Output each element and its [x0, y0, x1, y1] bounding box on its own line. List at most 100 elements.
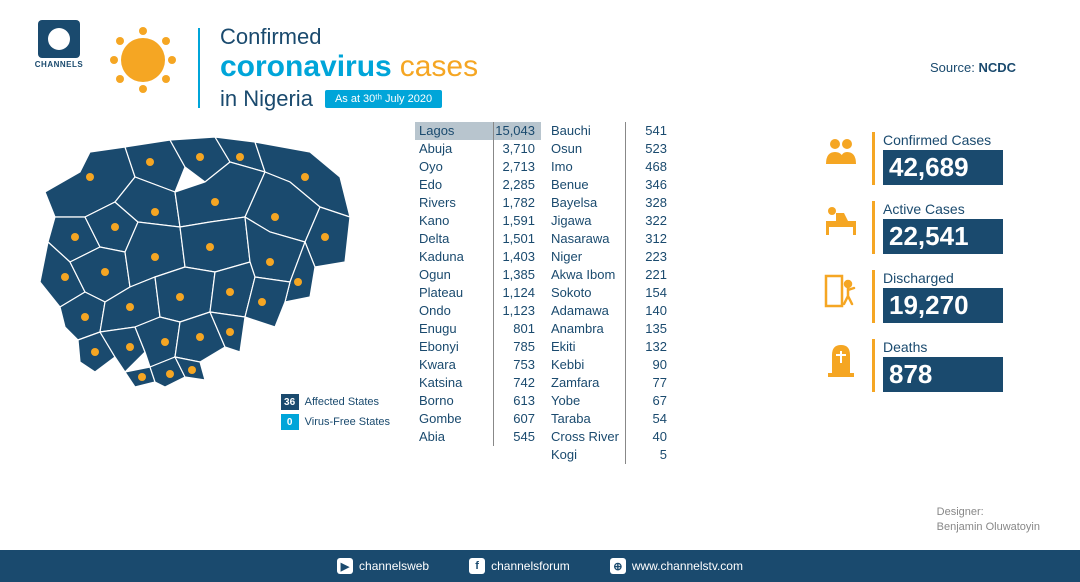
table-row: Ekiti132: [547, 338, 673, 356]
stat-value: 42,689: [883, 150, 1003, 185]
footer-item: ▶ channelsweb: [337, 558, 429, 574]
state-column-1: Lagos15,043Abuja3,710Oyo2,713Edo2,285Riv…: [415, 122, 541, 464]
state-name: Anambra: [547, 320, 625, 338]
state-value: 328: [625, 194, 673, 212]
state-value: 223: [625, 248, 673, 266]
state-value: 140: [625, 302, 673, 320]
state-name: Cross River: [547, 428, 625, 446]
state-name: Yobe: [547, 392, 625, 410]
table-row: Abuja3,710: [415, 140, 541, 158]
state-value: 154: [625, 284, 673, 302]
state-name: Imo: [547, 158, 625, 176]
title-cases: cases: [400, 50, 478, 84]
state-value: 753: [493, 356, 541, 374]
state-data-table: Lagos15,043Abuja3,710Oyo2,713Edo2,285Riv…: [415, 122, 673, 464]
social-icon: ▶: [337, 558, 353, 574]
stat-label: Discharged: [883, 270, 1003, 286]
state-value: 3,710: [493, 140, 541, 158]
state-value: 77: [625, 374, 673, 392]
title-divider: [198, 28, 200, 108]
state-name: Plateau: [415, 284, 493, 302]
state-value: 523: [625, 140, 673, 158]
table-row: Benue346: [547, 176, 673, 194]
state-name: Oyo: [415, 158, 493, 176]
state-name: Ogun: [415, 266, 493, 284]
table-row: Anambra135: [547, 320, 673, 338]
state-name: Delta: [415, 230, 493, 248]
table-row: Akwa Ibom221: [547, 266, 673, 284]
state-name: Borno: [415, 392, 493, 410]
table-row: Kaduna1,403: [415, 248, 541, 266]
legend-free-label: Virus-Free States: [305, 416, 390, 428]
table-row: Borno613: [415, 392, 541, 410]
table-row: Kebbi90: [547, 356, 673, 374]
state-name: Osun: [547, 140, 625, 158]
state-value: 312: [625, 230, 673, 248]
table-row: Rivers1,782: [415, 194, 541, 212]
table-row: Yobe67: [547, 392, 673, 410]
state-value: 221: [625, 266, 673, 284]
title-confirmed: Confirmed: [220, 24, 478, 50]
footer-item: fchannelsforum: [469, 558, 570, 574]
state-value: 40: [625, 428, 673, 446]
state-value: 742: [493, 374, 541, 392]
state-name: Lagos: [415, 122, 493, 140]
state-name: Nasarawa: [547, 230, 625, 248]
table-row: Adamawa140: [547, 302, 673, 320]
table-row: Kogi5: [547, 446, 673, 464]
title-block: Confirmed coronavirus cases in Nigeria A…: [220, 24, 478, 112]
state-name: Niger: [547, 248, 625, 266]
table-row: Plateau1,124: [415, 284, 541, 302]
stat-label: Confirmed Cases: [883, 132, 1003, 148]
state-name: Enugu: [415, 320, 493, 338]
table-row: Gombe607: [415, 410, 541, 428]
stat-active: Active Cases 22,541: [820, 201, 1050, 254]
legend-free-count: 0: [281, 414, 299, 430]
table-row: Osun523: [547, 140, 673, 158]
title-in-nigeria: in Nigeria: [220, 86, 313, 112]
state-column-2: Bauchi541Osun523Imo468Benue346Bayelsa328…: [547, 122, 673, 464]
footer-text: www.channelstv.com: [632, 559, 743, 573]
state-value: 1,501: [493, 230, 541, 248]
state-value: 545: [493, 428, 541, 446]
state-name: Ekiti: [547, 338, 625, 356]
table-row: Katsina742: [415, 374, 541, 392]
state-value: 1,403: [493, 248, 541, 266]
logo-text: CHANNELS: [30, 60, 88, 69]
header: CHANNELS Confirmed coronavirus cases in …: [0, 0, 1080, 112]
state-value: 15,043: [493, 122, 541, 140]
table-row: Jigawa322: [547, 212, 673, 230]
table-row: Oyo2,713: [415, 158, 541, 176]
exit-door-icon: [820, 270, 862, 312]
state-value: 67: [625, 392, 673, 410]
state-name: Ondo: [415, 302, 493, 320]
table-row: Ogun1,385: [415, 266, 541, 284]
state-name: Kebbi: [547, 356, 625, 374]
footer-text: channelsweb: [359, 559, 429, 573]
state-name: Bayelsa: [547, 194, 625, 212]
stat-value: 878: [883, 357, 1003, 392]
stat-value: 19,270: [883, 288, 1003, 323]
state-value: 801: [493, 320, 541, 338]
state-name: Edo: [415, 176, 493, 194]
map-area: 36 Affected States 0 Virus-Free States: [30, 122, 400, 464]
legend-affected-label: Affected States: [305, 396, 379, 408]
designer-credit: Designer: Benjamin Oluwatoyin: [937, 505, 1040, 534]
footer: ▶channelswebfchannelsforum⊕www.channelst…: [0, 550, 1080, 582]
state-value: 132: [625, 338, 673, 356]
table-row: Bauchi541: [547, 122, 673, 140]
table-row: Imo468: [547, 158, 673, 176]
state-value: 1,591: [493, 212, 541, 230]
legend-affected-count: 36: [281, 394, 299, 410]
table-row: Niger223: [547, 248, 673, 266]
state-value: 607: [493, 410, 541, 428]
table-row: Sokoto154: [547, 284, 673, 302]
people-icon: [820, 132, 862, 174]
stat-confirmed: Confirmed Cases 42,689: [820, 132, 1050, 185]
state-value: 541: [625, 122, 673, 140]
state-name: Kwara: [415, 356, 493, 374]
table-row: Enugu801: [415, 320, 541, 338]
state-name: Adamawa: [547, 302, 625, 320]
source-credit: Source: NCDC: [930, 60, 1016, 75]
social-icon: f: [469, 558, 485, 574]
